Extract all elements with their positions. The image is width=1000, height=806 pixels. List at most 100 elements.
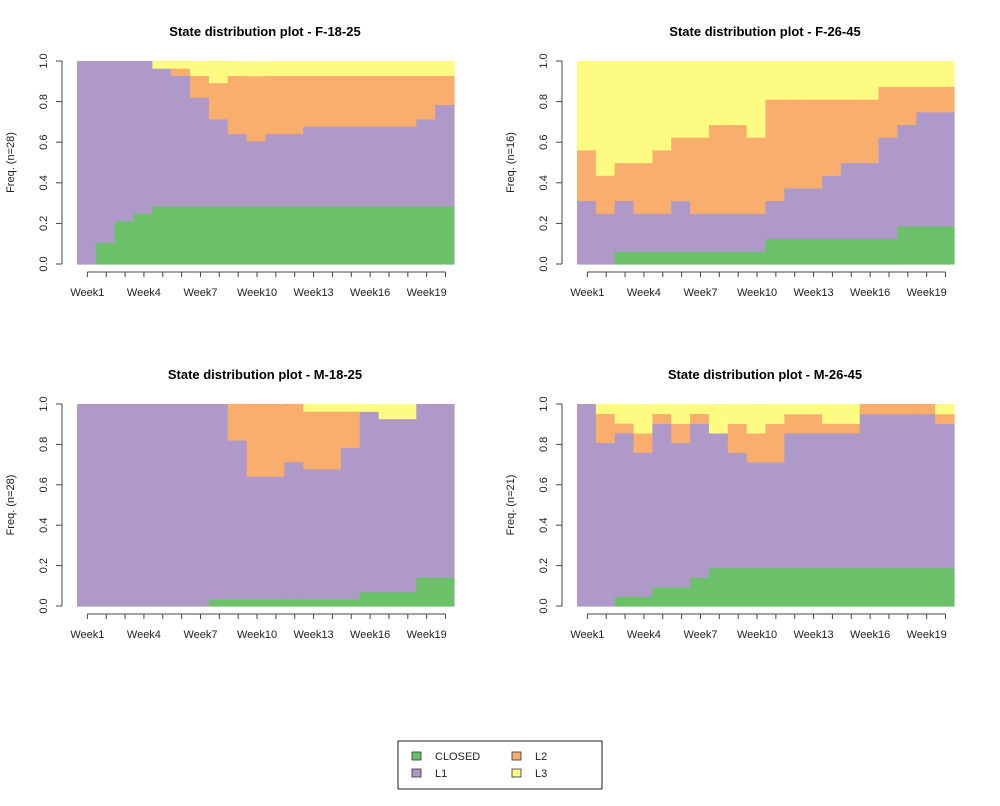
bar-segment-l1-week15 — [340, 447, 361, 600]
bar-segment-l2-week20 — [935, 86, 955, 113]
bar-segment-l2-week15 — [340, 75, 361, 127]
bar-segment-closed-week14 — [322, 205, 342, 265]
bar-segment-l3-week6 — [171, 60, 191, 69]
bar-segment-closed-week13 — [303, 205, 323, 265]
y-tick-label: 0.4 — [38, 518, 50, 533]
bar-segment-closed-week20 — [935, 225, 955, 265]
x-tick-label: Week7 — [683, 287, 717, 299]
y-tick-label: 0.4 — [538, 175, 550, 190]
bar-segment-l3-week11 — [765, 404, 785, 424]
bar-segment-closed-week11 — [265, 598, 285, 607]
y-tick-label: 0.0 — [38, 598, 50, 613]
bar-segment-l1-week8 — [208, 118, 229, 207]
bar-segment-l1-week10 — [246, 476, 267, 600]
bar-segment-l2-week17 — [878, 86, 899, 138]
x-tick-label: Week19 — [907, 287, 947, 299]
bar-segment-l2-week12 — [784, 99, 804, 189]
bar-segment-l2-week12 — [284, 75, 304, 135]
bar-segment-l3-week9 — [727, 61, 748, 126]
bar-segment-closed-week8 — [208, 205, 229, 265]
bar-segment-closed-week6 — [671, 586, 691, 607]
bar-segment-l3-week13 — [803, 404, 823, 415]
bar-segment-l3-week12 — [284, 61, 304, 77]
bar-segment-closed-week17 — [378, 205, 399, 265]
bar-segment-closed-week9 — [227, 598, 248, 607]
bar-segment-closed-week16 — [859, 238, 880, 265]
bar-segment-closed-week11 — [265, 205, 285, 265]
bar-segment-l1-week15 — [840, 432, 861, 569]
bar-segment-l2-week1 — [577, 149, 597, 202]
bar-segment-l1-week20 — [935, 111, 955, 227]
bar-segment-l2-week9 — [727, 124, 748, 214]
bar-segment-l3-week16 — [359, 404, 380, 412]
bar-segment-l2-week9 — [227, 75, 248, 135]
bar-segment-l2-week14 — [322, 75, 342, 127]
bar-segment-l1-week19 — [916, 111, 936, 227]
bar-segment-l1-week6 — [671, 200, 691, 252]
bar-segment-l1-week18 — [897, 413, 917, 569]
bar-segment-closed-week2 — [95, 242, 116, 265]
bar-segment-l2-week4 — [633, 432, 653, 453]
bar-segment-l2-week16 — [859, 404, 880, 415]
bar-segment-l1-week4 — [133, 61, 153, 214]
bar-segment-closed-week20 — [935, 567, 955, 607]
bar-segment-l3-week7 — [690, 403, 710, 415]
bar-segment-closed-week3 — [614, 596, 635, 607]
legend-item-l2: L2 — [511, 751, 547, 763]
x-tick-label: Week16 — [850, 629, 890, 641]
bar-segment-l2-week12 — [784, 413, 804, 434]
legend-item-l1: L1 — [411, 768, 447, 780]
bar-segment-l2-week8 — [708, 124, 729, 214]
bar-segment-l2-week7 — [190, 75, 210, 98]
bar-segment-l1-week8 — [708, 432, 729, 569]
bar-segment-l1-week1 — [77, 61, 97, 265]
bar-segment-l3-week16 — [859, 61, 880, 100]
bar-segment-l1-week12 — [784, 432, 804, 569]
bar-segment-l1-week4 — [633, 452, 653, 597]
bar-segment-l1-week10 — [246, 140, 267, 207]
bar-segment-l2-week14 — [322, 411, 342, 470]
bar-segment-l1-week15 — [340, 126, 361, 207]
legend-label: CLOSED — [435, 751, 480, 763]
y-tick-label: 1.0 — [38, 53, 50, 68]
bar-segment-l2-week3 — [614, 162, 635, 202]
bar-segment-l1-week1 — [577, 404, 597, 607]
bar-segment-closed-week3 — [114, 220, 135, 265]
bar-segment-l1-week3 — [114, 61, 135, 222]
bar-segment-l1-week5 — [652, 213, 672, 252]
bar-segment-closed-week14 — [322, 598, 342, 607]
bar-segment-l1-week13 — [803, 432, 823, 569]
bar-segment-closed-week16 — [359, 205, 380, 265]
bar-segment-l1-week16 — [359, 126, 380, 207]
x-tick-label: Week16 — [350, 287, 390, 299]
legend-label: L2 — [535, 751, 547, 763]
bar-segment-closed-week7 — [190, 205, 210, 265]
bar-segment-closed-week20 — [435, 577, 455, 607]
bar-segment-closed-week3 — [614, 251, 635, 265]
bar-segment-l3-week19 — [916, 61, 936, 87]
bar-segment-l1-week1 — [577, 200, 597, 265]
bar-segment-closed-week8 — [708, 567, 729, 607]
bar-segment-l3-week17 — [378, 404, 399, 420]
bar-segment-l3-week4 — [633, 61, 653, 164]
bar-segment-l3-week8 — [708, 61, 729, 126]
bar-segment-l1-week12 — [784, 187, 804, 240]
bar-segment-l3-week8 — [708, 404, 729, 434]
bar-segment-l3-week12 — [784, 61, 804, 100]
bar-segment-closed-week7 — [690, 251, 710, 265]
bar-segment-closed-week16 — [859, 567, 880, 607]
bar-segment-closed-week4 — [133, 213, 153, 265]
x-tick-label: Week19 — [907, 629, 947, 641]
y-tick-label: 0.0 — [538, 598, 550, 613]
y-tick-label: 0.0 — [538, 256, 550, 271]
y-tick-label: 0.8 — [538, 94, 550, 109]
y-tick-label: 0.6 — [538, 477, 550, 492]
bar-segment-l2-week13 — [803, 413, 823, 434]
bar-segment-l3-week15 — [340, 61, 361, 77]
bar-segment-l3-week17 — [878, 61, 899, 87]
bar-segment-closed-week9 — [227, 205, 248, 265]
bar-segment-closed-week14 — [822, 238, 842, 265]
bar-segment-l1-week7 — [190, 404, 210, 607]
bar-segment-l1-week9 — [727, 213, 748, 252]
